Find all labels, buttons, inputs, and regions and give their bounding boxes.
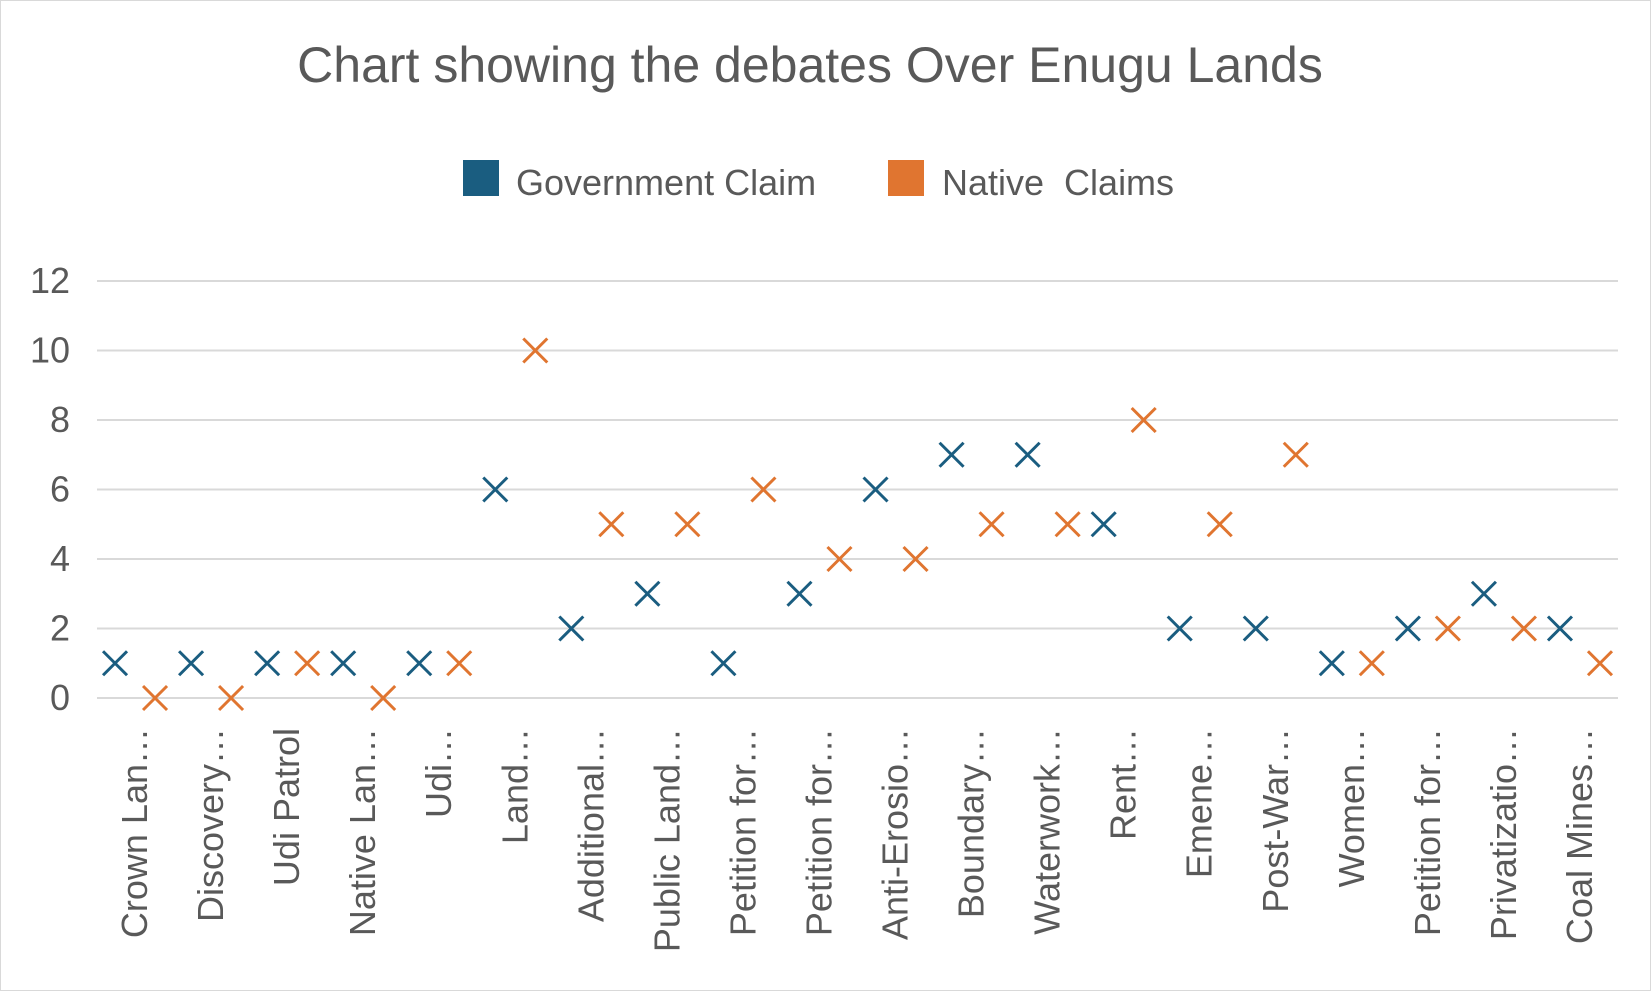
x-tick-label: Public Land… — [646, 728, 687, 952]
x-tick-label: Native Lan… — [342, 728, 383, 936]
point-government-claim — [330, 650, 357, 677]
x-tick-label: Additional… — [570, 728, 611, 922]
point-government-claim — [1090, 511, 1117, 538]
point-native-claims — [674, 511, 701, 538]
point-government-claim — [1394, 615, 1421, 642]
chart-title: Chart showing the debates Over Enugu Lan… — [297, 37, 1323, 93]
x-tick-label: Land… — [494, 728, 535, 844]
point-native-claims — [446, 650, 473, 677]
x-tick-label: Crown Lan… — [114, 728, 155, 938]
y-tick-label: 8 — [50, 399, 70, 440]
x-tick-label: Petition for… — [798, 728, 839, 936]
data-points — [101, 337, 1614, 712]
point-native-claims — [598, 511, 625, 538]
point-native-claims — [1586, 650, 1614, 677]
y-tick-label: 2 — [50, 608, 70, 649]
point-government-claim — [254, 650, 281, 677]
gridlines — [97, 280, 1618, 699]
x-tick-label: Coal Mines… — [1559, 728, 1600, 944]
x-tick-label: Discovery… — [190, 728, 231, 922]
y-axis-ticks: 0 2 4 6 8 10 12 — [30, 260, 70, 718]
point-native-claims — [294, 650, 321, 677]
point-government-claim — [862, 476, 889, 503]
point-government-claim — [558, 615, 585, 642]
x-tick-label: Udi Patrol — [266, 728, 307, 886]
y-tick-label: 0 — [50, 677, 70, 718]
x-tick-label: Post-War… — [1255, 728, 1296, 913]
point-native-claims — [218, 684, 245, 712]
point-government-claim — [1242, 615, 1269, 642]
legend-label-native-claims: Native Claims — [942, 162, 1174, 203]
legend-swatch-government-claim — [463, 160, 499, 196]
x-tick-label: Emene… — [1179, 728, 1220, 878]
x-tick-label: Anti-Erosio… — [875, 728, 916, 940]
y-tick-label: 10 — [30, 330, 70, 371]
x-tick-label: Rent… — [1103, 728, 1144, 840]
x-tick-label: Boundary… — [951, 728, 992, 918]
point-native-claims — [522, 337, 549, 364]
legend-label-government-claim: Government Claim — [516, 162, 816, 203]
x-tick-label: Petition for… — [722, 728, 763, 936]
point-government-claim — [178, 650, 205, 677]
point-government-claim — [1470, 580, 1497, 607]
point-native-claims — [826, 545, 853, 573]
point-native-claims — [1282, 441, 1309, 468]
y-tick-label: 12 — [30, 260, 70, 301]
point-native-claims — [1054, 511, 1081, 538]
point-government-claim — [710, 650, 737, 677]
y-tick-label: 6 — [50, 469, 70, 510]
x-tick-label: Udi… — [418, 728, 459, 818]
point-government-claim — [634, 580, 661, 607]
point-government-claim — [1318, 650, 1345, 677]
point-government-claim — [482, 476, 509, 503]
point-native-claims — [902, 545, 929, 573]
x-tick-label: Waterwork… — [1027, 728, 1068, 935]
legend: Government Claim Native Claims — [463, 160, 1174, 203]
point-native-claims — [1130, 406, 1157, 434]
point-native-claims — [141, 684, 169, 712]
point-native-claims — [750, 476, 777, 503]
point-government-claim — [101, 650, 129, 677]
y-tick-label: 4 — [50, 538, 70, 579]
point-native-claims — [1510, 615, 1537, 642]
point-native-claims — [370, 684, 397, 712]
x-tick-label: Women… — [1331, 728, 1372, 887]
point-native-claims — [1206, 511, 1233, 538]
x-tick-label: Petition for… — [1407, 728, 1448, 936]
x-tick-label: Privatizatio… — [1483, 728, 1524, 940]
x-axis-labels: Crown Lan… Discovery… Udi Patrol Native Lan… — [114, 728, 1600, 952]
point-government-claim — [1014, 441, 1041, 468]
point-government-claim — [1166, 615, 1193, 642]
point-government-claim — [1546, 615, 1574, 642]
point-government-claim — [406, 650, 433, 677]
point-native-claims — [1358, 650, 1385, 677]
point-government-claim — [786, 580, 813, 607]
point-government-claim — [938, 441, 965, 468]
legend-swatch-native-claims — [888, 160, 924, 196]
point-native-claims — [978, 511, 1005, 538]
point-native-claims — [1434, 615, 1461, 642]
